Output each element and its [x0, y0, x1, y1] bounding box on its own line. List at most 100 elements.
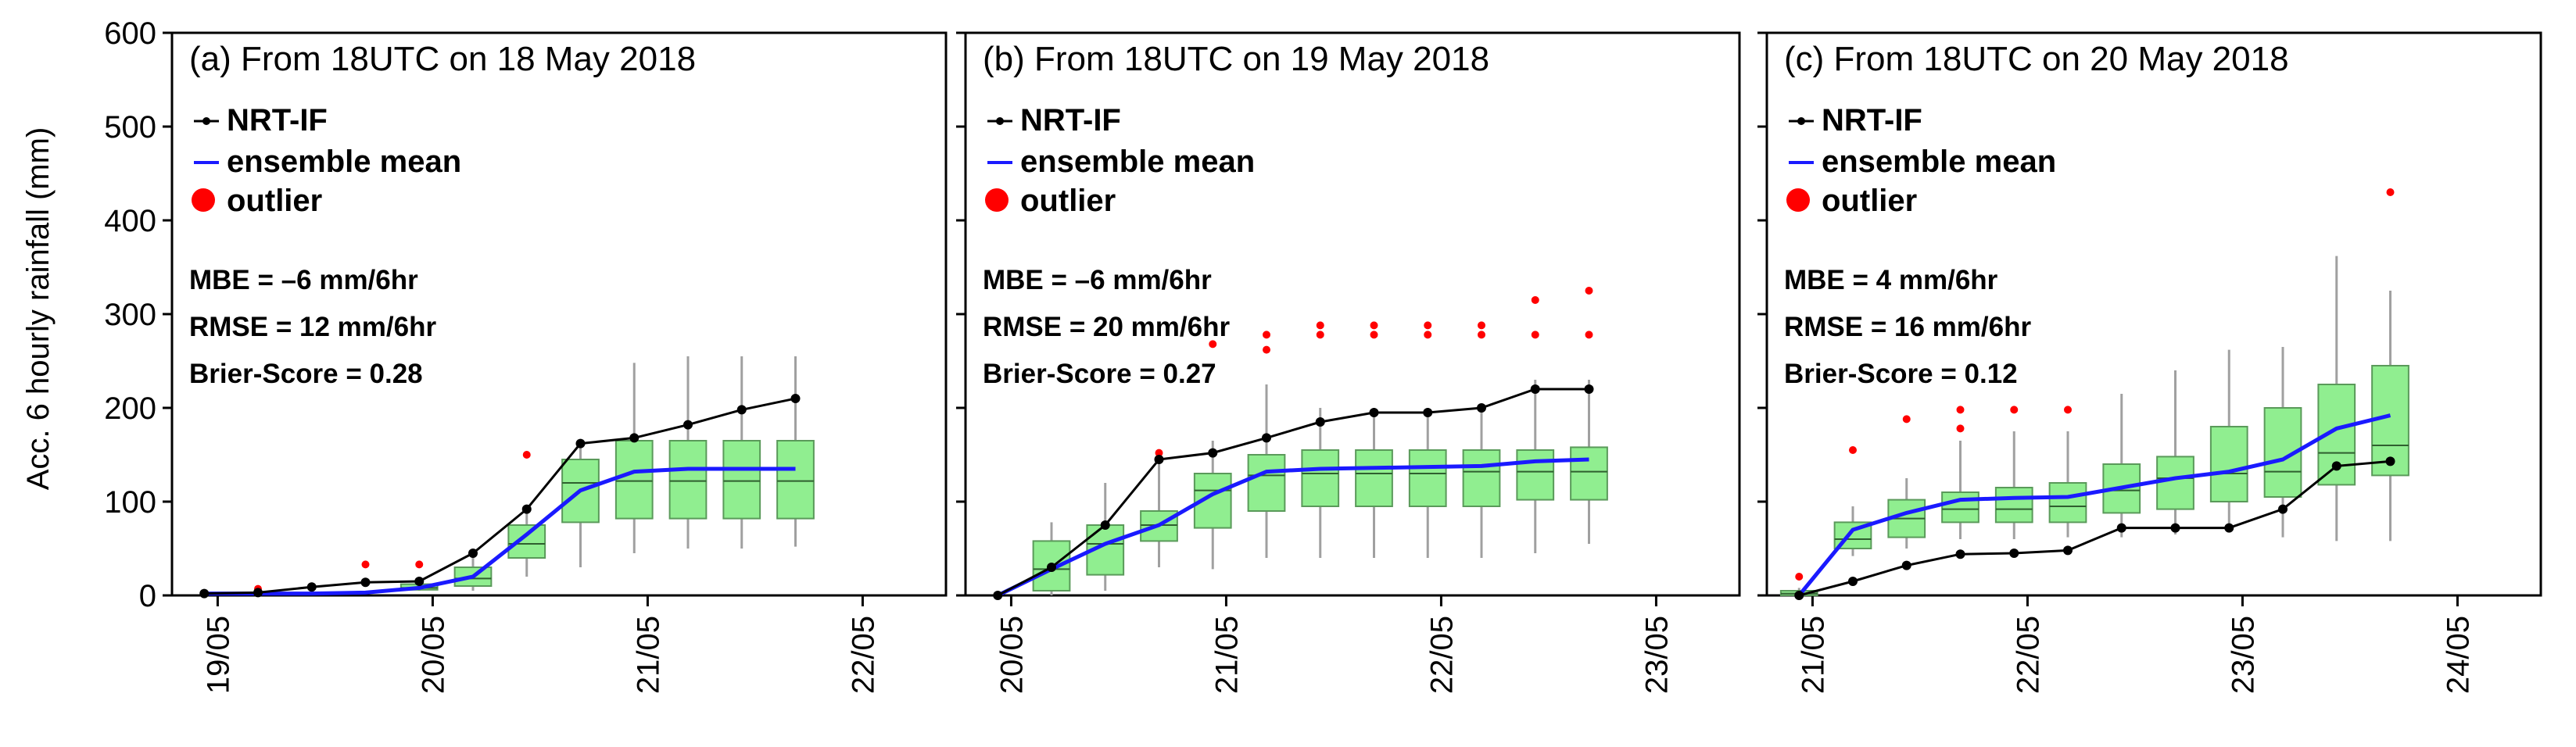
- nrt-if-point: [1100, 520, 1110, 530]
- boxplot: [1994, 431, 2033, 539]
- panel-c: 21/05 22/05 23/05 24/05 (c) From 18UTC on 20…: [1757, 31, 2542, 694]
- boxplot: [1941, 441, 1979, 539]
- nrt-if-point: [683, 420, 693, 430]
- nrt-if-line: [997, 388, 1589, 597]
- y-tick-label: 200: [104, 391, 156, 426]
- nrt-if-point: [575, 438, 586, 449]
- panel-b: 20/05 21/05 22/05 23/05 (b) From 18UTC on 19…: [956, 31, 1741, 694]
- stat-rmse: RMSE = 16 mm/6hr: [1784, 312, 2031, 342]
- legend-mean-label: ensemble mean: [1020, 145, 1255, 179]
- outlier-point: [1902, 415, 1911, 424]
- legend-nrt-label: NRT-IF: [227, 103, 328, 138]
- nrt-if-point: [1369, 408, 1379, 417]
- outlier-point: [1956, 424, 1965, 433]
- panel-a: 0 100 200 300 400 500 600 19/05 20/05 21/05 22/05 (…: [104, 16, 948, 694]
- nrt-if-point: [2385, 456, 2395, 466]
- nrt-if-point: [1530, 384, 1540, 394]
- box-body: [453, 567, 493, 587]
- box-body: [1941, 491, 1979, 524]
- outlier-point: [1531, 331, 1539, 339]
- outlier-point: [1370, 331, 1378, 339]
- nrt-if-point: [1262, 433, 1271, 443]
- boxplot: [1408, 408, 1447, 558]
- outlier-point: [1424, 331, 1432, 339]
- boxplot: [1301, 408, 1340, 558]
- panels: 0 100 200 300 400 500 600 19/05 20/05 21/05 22/05 (…: [104, 16, 2542, 694]
- outlier-point: [1585, 287, 1593, 295]
- box-body: [1247, 454, 1286, 512]
- nrt-if-point: [2170, 523, 2180, 533]
- outlier-point: [1478, 321, 1485, 330]
- box-body: [2156, 456, 2194, 510]
- box-body: [776, 440, 815, 520]
- legend-nrt-marker: [996, 117, 1004, 125]
- boxplot: [722, 356, 761, 549]
- nrt-if-point: [1901, 560, 1911, 570]
- legend-outlier-label: outlier: [227, 184, 322, 218]
- nrt-if-point: [2278, 504, 2288, 514]
- nrt-if-point: [2224, 523, 2234, 533]
- outlier-point: [1155, 449, 1163, 457]
- y-tick-label: 300: [104, 298, 156, 332]
- nrt-if-point: [1047, 563, 1056, 572]
- box-body: [1516, 449, 1555, 501]
- legend-nrt-marker: [1797, 117, 1805, 125]
- stat-brier: Brier-Score = 0.27: [983, 359, 1216, 389]
- nrt-if-point: [1154, 455, 1164, 464]
- nrt-if-point: [306, 582, 317, 592]
- legend-outlier-marker: [192, 188, 215, 212]
- nrt-if-point: [2116, 523, 2126, 533]
- outlier-point: [1263, 331, 1270, 339]
- box-body: [1994, 487, 2033, 524]
- boxplot: [453, 553, 493, 591]
- panel-title: (a) From 18UTC on 18 May 2018: [189, 40, 696, 78]
- nrt-if-point: [1794, 591, 1804, 600]
- legend-mean-label: ensemble mean: [1822, 145, 2056, 179]
- box-body: [2048, 482, 2087, 524]
- outlier-point: [1849, 446, 1857, 454]
- nrt-if-point: [414, 577, 425, 586]
- nrt-if-point: [253, 588, 263, 598]
- nrt-if-point: [1848, 577, 1858, 586]
- box-body: [2209, 426, 2248, 502]
- nrt-if-point: [1584, 384, 1594, 394]
- boxplot: [1086, 483, 1125, 591]
- outlier-point: [1795, 573, 1804, 581]
- x-tick-label: 21/05: [1796, 616, 1830, 694]
- y-tick-label: 100: [104, 485, 156, 520]
- stat-brier: Brier-Score = 0.28: [189, 359, 423, 389]
- box-body: [1301, 449, 1340, 507]
- boxplot: [2317, 256, 2356, 541]
- outlier-point: [2064, 406, 2072, 414]
- x-tick-label: 22/05: [1424, 616, 1459, 694]
- box-body: [507, 524, 546, 559]
- legend-outlier-label: outlier: [1822, 184, 1917, 218]
- nrt-if-point: [2331, 461, 2341, 471]
- box-body: [1462, 449, 1501, 507]
- x-tick-label: 20/05: [994, 616, 1029, 694]
- y-axis-label: Acc. 6 hourly rainfall (mm): [21, 127, 56, 491]
- boxplot: [1462, 408, 1501, 558]
- ensemble-mean-line: [204, 466, 796, 596]
- nrt-if-point: [736, 405, 747, 415]
- box-body: [614, 440, 654, 520]
- nrt-if-point: [629, 433, 640, 443]
- boxplot: [668, 356, 708, 549]
- nrt-if-point: [1315, 417, 1325, 427]
- x-tick-label: 22/05: [846, 616, 880, 694]
- y-tick-label: 500: [104, 110, 156, 145]
- outlier-point: [415, 560, 424, 569]
- nrt-if-point: [993, 591, 1003, 600]
- outlier-point: [1209, 340, 1217, 348]
- ensemble-mean-line: [1797, 413, 2391, 597]
- outlier-point: [1531, 296, 1539, 304]
- outlier-point: [1478, 331, 1485, 339]
- boxplot: [561, 445, 600, 567]
- legend-nrt-marker: [202, 117, 210, 125]
- nrt-if-point: [1208, 448, 1218, 458]
- boxplot: [2263, 347, 2302, 538]
- nrt-if-point: [199, 588, 210, 599]
- ensemble-mean-line: [997, 457, 1589, 598]
- legend-outlier-marker: [985, 188, 1009, 212]
